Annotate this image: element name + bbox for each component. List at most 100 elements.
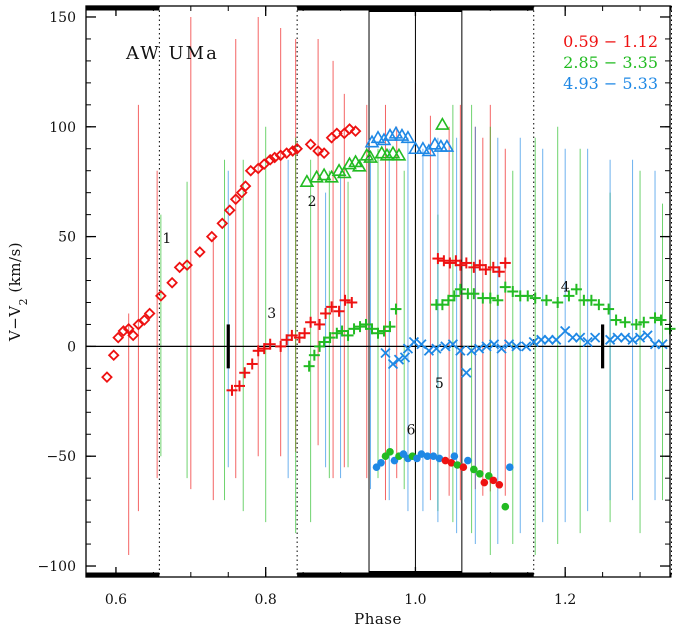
plus-marker [499,257,511,269]
plus-marker [252,345,264,357]
series-number-label: 5 [435,376,444,392]
cross-marker-b [440,341,451,352]
plus-marker [432,253,444,265]
y-tick-label: 150 [49,10,76,26]
diamond-marker [143,307,156,320]
cross-marker-b [393,354,405,365]
diamond-marker [264,153,277,166]
cross-marker [649,339,661,350]
cross-marker-b [582,336,593,348]
plus-marker [299,327,311,339]
triangle-marker [385,145,401,159]
diamond-marker [112,331,125,344]
plus-marker [331,327,343,339]
cross-marker [528,336,539,348]
plus-marker [649,312,661,324]
triangle-marker [359,147,375,161]
plus-marker [442,294,454,306]
y-axis-title-main: V−V [6,305,24,342]
series-number-label: 6 [406,422,415,438]
diamond-marker [343,123,356,135]
cross-marker-b [657,339,668,350]
plus-marker [378,325,390,337]
cross-marker-b [380,347,391,359]
plus-marker [233,380,245,392]
cross-marker-b [481,341,492,352]
cross-marker-b [473,343,485,354]
series-2 [299,116,450,187]
diamond-marker [223,204,236,217]
triangle-marker [439,138,455,152]
plus-marker [493,266,505,278]
cross-marker-b [416,339,427,350]
series-number-label: 3 [267,306,276,322]
plus-marker [630,318,642,330]
cross-marker-b [408,336,420,348]
legend-entry: 2.85 − 3.35 [563,53,658,72]
plus-marker [333,305,345,317]
cross-marker [536,334,547,345]
series-number-label: 1 [162,231,171,247]
triangle-marker [400,130,416,144]
cross-marker-b [634,332,646,343]
diamond-marker [101,371,113,384]
diamond-marker [193,246,206,258]
plus-marker [540,294,552,306]
plus-marker [492,294,504,306]
cross-marker [604,334,616,345]
plus-marker [342,329,354,341]
cross-marker-b [589,332,601,343]
plus-marker [326,301,338,313]
plus-marker [324,332,336,344]
triangle-marker [388,125,404,139]
plus-marker [563,290,575,302]
plus-marker [239,367,251,379]
plus-marker [507,286,519,297]
plus-marker [499,281,511,293]
cross-marker-b [466,345,477,356]
cross-marker [408,336,420,348]
plus-marker [474,259,486,271]
plus-marker [655,314,667,326]
cross-marker-b [543,334,554,345]
triangle-marker [421,143,437,157]
dot-marker [386,448,394,456]
cross-marker-b [642,330,653,341]
x-tick-label: 0.8 [255,592,277,608]
cross-marker-b [619,332,631,343]
series-5 [364,125,455,157]
cross-marker-b [399,352,411,363]
diamond-marker [117,325,130,337]
plus-marker [390,303,402,315]
cross-marker [496,343,507,354]
plus-marker [436,299,448,311]
dot-marker [377,459,385,467]
plus-marker [275,340,287,352]
cross-marker [575,332,586,343]
dot-marker [464,456,472,465]
series-number-label: 4 [561,280,570,296]
legend-layer: 0.59 − 1.12 2.85 − 3.35 4.93 − 5.33 [563,32,658,93]
diamond-marker [166,276,178,289]
plus-marker [320,307,332,319]
plus-marker [444,257,456,269]
diamond-marker [107,349,120,362]
cross-marker-b [496,343,507,354]
dot-marker [429,452,438,461]
plus-marker [529,292,541,304]
cross-marker-b [612,332,623,343]
plus-marker [570,283,582,295]
cross-marker [634,332,646,343]
cross-marker-b [461,367,472,378]
diamond-marker [154,290,167,302]
y-axis-title-subscript: 2 [17,298,30,306]
plus-marker [454,259,466,271]
plus-marker [460,257,472,269]
cross-marker [551,334,562,345]
cross-marker [481,341,492,352]
cross-marker-b [567,332,578,343]
cross-marker-b [627,334,638,345]
diamond-marker [229,193,242,206]
cross-marker [461,367,472,378]
